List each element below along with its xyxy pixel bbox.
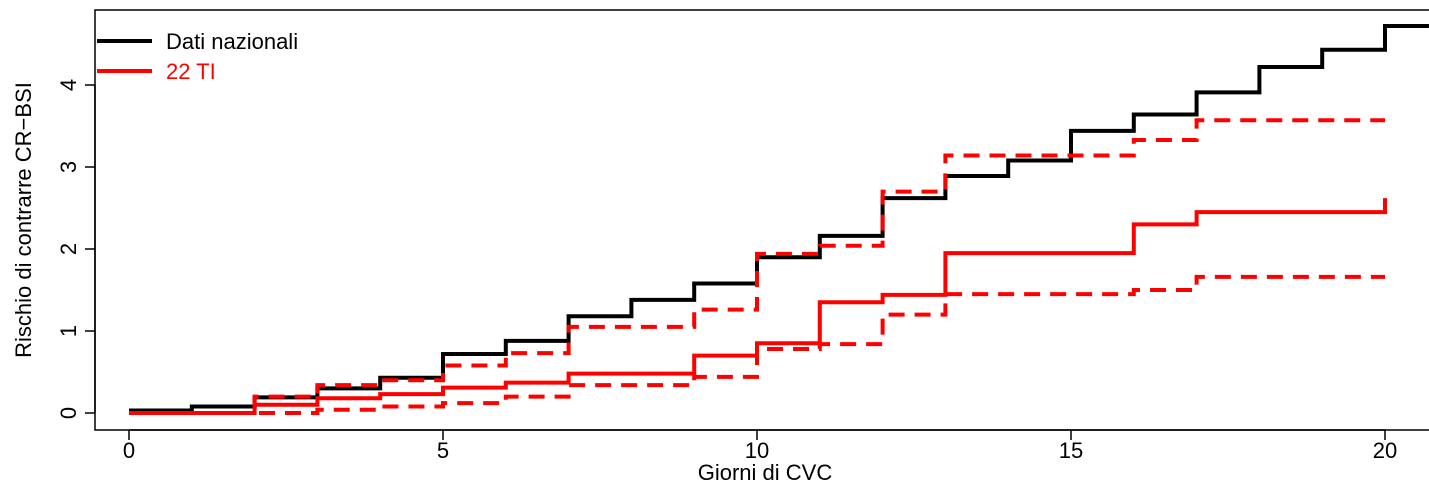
series-line-1	[129, 198, 1387, 415]
series-layer	[129, 23, 1429, 415]
legend-label-22-ti: 22 TI	[166, 59, 216, 84]
x-tick-label: 5	[437, 438, 449, 463]
y-axis-label: Rischio di contrarre CR−BSI	[11, 82, 36, 358]
x-axis-label: Giorni di CVC	[698, 460, 833, 485]
series-line-3-ci-bound	[129, 118, 1385, 415]
x-tick-label: 10	[745, 438, 769, 463]
legend-label-dati-nazionali: Dati nazionali	[166, 29, 298, 54]
y-tick-label: 1	[56, 325, 81, 337]
x-tick-label: 0	[123, 438, 135, 463]
series-line-2-ci-bound	[129, 274, 1385, 415]
y-tick-label: 2	[56, 243, 81, 255]
y-tick-label: 4	[56, 79, 81, 91]
series-line-0	[129, 23, 1429, 413]
axis-layer: 0 5 10 15 20 0 1 2 3 4	[56, 79, 1397, 463]
y-tick-label: 0	[56, 407, 81, 419]
legend: Dati nazionali 22 TI	[97, 29, 298, 84]
plot-frame	[94, 9, 1429, 431]
x-tick-label: 15	[1059, 438, 1083, 463]
x-tick-label: 20	[1373, 438, 1397, 463]
y-tick-label: 3	[56, 161, 81, 173]
